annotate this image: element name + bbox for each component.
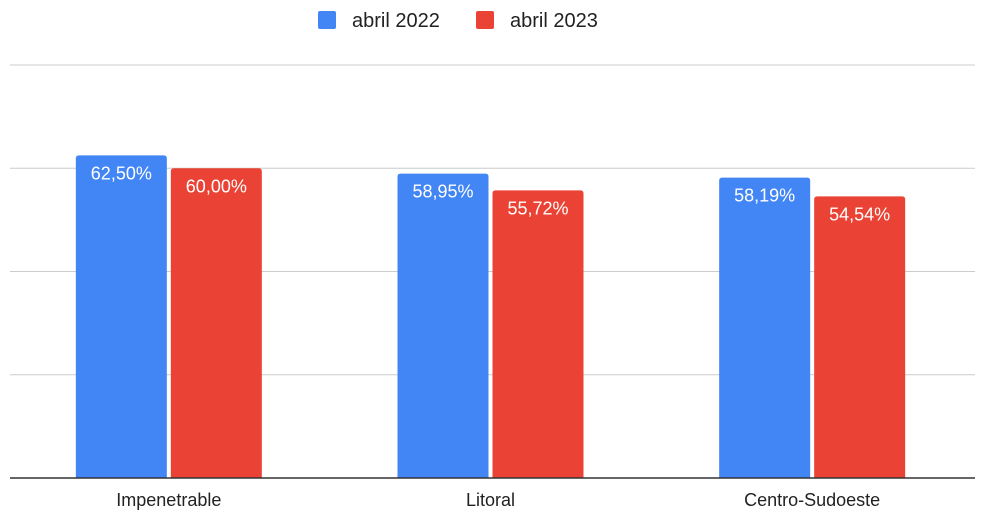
legend-label: abril 2022: [352, 10, 440, 32]
bars: [75, 155, 906, 479]
data-label: 62,50%: [91, 163, 152, 183]
x-tick-label: Centro-Sudoeste: [744, 490, 880, 510]
legend-label: abril 2023: [510, 10, 598, 32]
legend-swatch: [476, 11, 494, 29]
data-label: 54,54%: [829, 204, 890, 224]
data-label: 55,72%: [507, 198, 568, 218]
data-label: 60,00%: [186, 176, 247, 196]
data-label: 58,19%: [734, 186, 795, 206]
legend-swatch: [318, 11, 336, 29]
x-tick-label: Impenetrable: [116, 490, 221, 510]
x-axis-ticks: Impenetrable Litoral Centro-Sudoeste: [116, 490, 880, 510]
bar: [814, 196, 906, 478]
bar: [719, 177, 811, 479]
legend: abril 2022 abril 2023: [318, 10, 598, 32]
bar: [492, 190, 584, 478]
bar: [397, 173, 489, 478]
x-tick-label: Litoral: [466, 490, 515, 510]
bar: [170, 168, 262, 478]
data-labels: 62,50% 60,00% 58,95% 55,72% 58,19% 54,54%: [91, 163, 890, 224]
bar: [75, 155, 167, 478]
data-label: 58,95%: [412, 182, 473, 202]
